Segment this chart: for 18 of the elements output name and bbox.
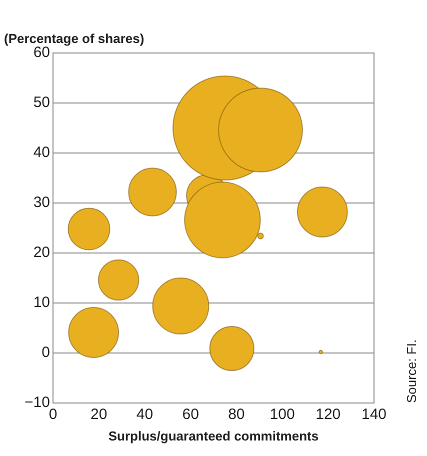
x-tick-label: 20 — [90, 406, 108, 424]
y-tick-label: 40 — [33, 144, 50, 162]
x-tick-label: 80 — [228, 406, 245, 424]
x-tick-label: 60 — [182, 406, 199, 424]
x-tick-label: 40 — [136, 406, 154, 424]
x-tick-label: 140 — [361, 406, 387, 424]
y-tick-label: 20 — [33, 244, 50, 262]
y-tick-label: 50 — [33, 94, 50, 112]
x-tick-label: 120 — [316, 406, 341, 424]
x-axis-title: Surplus/guaranteed commitments — [108, 428, 319, 444]
y-tick-label: 60 — [33, 44, 50, 62]
y-tick-label: −10 — [24, 394, 50, 412]
x-tick-label: 100 — [270, 406, 295, 424]
y-tick-label: 0 — [42, 344, 50, 362]
y-tick-label: 30 — [33, 194, 50, 212]
y-tick-label: 10 — [33, 294, 50, 312]
source-note: Source: FI. — [404, 339, 420, 403]
chart-title: (Percentage of shares) — [4, 30, 144, 46]
